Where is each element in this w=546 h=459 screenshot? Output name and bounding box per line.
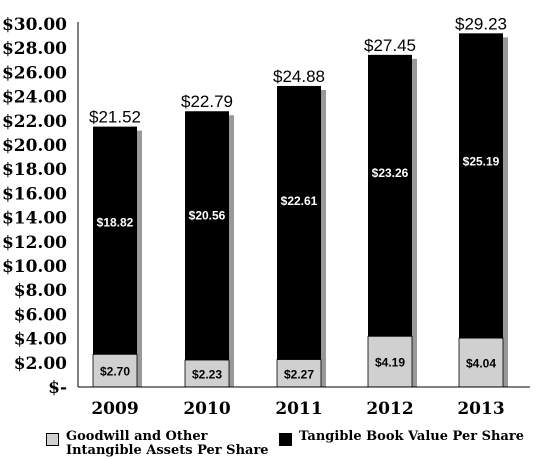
y-tick-label: $4.00 [14,330,67,350]
data-label-tangible: $18.82 [97,215,134,229]
y-tick-label: $8.00 [14,281,67,301]
bar-segment-tangible [459,33,503,339]
total-label: $29.23 [455,14,507,33]
data-label-goodwill: $4.19 [375,356,405,370]
y-tick-label: $22.00 [2,112,67,132]
bar-segment-tangible [368,54,412,337]
total-label: $22.79 [181,92,233,111]
y-tick-label: $10.00 [2,257,67,277]
total-label: $24.88 [273,67,325,86]
y-axis: $- $2.00 $4.00 $6.00 $8.00 $10.00 $12.00 $14.00… [2,15,79,398]
legend-swatch-goodwill [46,433,59,446]
data-label-tangible: $22.61 [281,194,318,208]
bar-segment-tangible [93,126,137,355]
bars [92,33,504,388]
total-labels: $21.52 $22.79 $24.88 $27.45 $29.23 [89,14,507,126]
x-axis: 2009 2010 2011 2012 2013 [78,386,530,419]
x-tick-label: 2013 [457,399,504,419]
y-tick-label: $14.00 [2,209,67,229]
x-tick-label: 2011 [275,399,322,419]
y-tick-label: $30.00 [2,15,67,35]
legend-label-tangible: Tangible Book Value Per Share [299,429,524,444]
data-label-goodwill: $2.27 [284,367,314,381]
bar-segment-tangible [185,111,229,361]
total-label: $21.52 [89,108,141,127]
data-label-tangible: $25.19 [463,154,500,168]
total-label: $27.45 [364,36,416,55]
x-tick-label: 2010 [183,399,230,419]
x-tick-label: 2009 [91,399,138,419]
legend-label-goodwill-line2: Intangible Assets Per Share [66,443,269,458]
y-tick-label: $18.00 [2,160,67,180]
y-tick-label: $16.00 [2,184,67,204]
y-tick-label: $2.00 [14,354,67,374]
y-tick-label: $20.00 [2,136,67,156]
data-label-goodwill: $2.70 [100,365,130,379]
y-tick-label: $- [48,378,67,398]
data-label-goodwill: $2.23 [192,368,222,382]
data-label-tangible: $23.26 [372,166,409,180]
data-label-tangible: $20.56 [189,209,226,223]
x-tick-label: 2012 [366,399,413,419]
legend-label-goodwill-line1: Goodwill and Other [66,429,208,444]
bar-segment-tangible [277,85,321,360]
legend-swatch-tangible [279,433,292,446]
y-tick-label: $28.00 [2,39,67,59]
y-tick-label: $12.00 [2,233,67,253]
bar-segment-goodwill [367,335,413,388]
segment-labels: $2.70 $18.82 $2.23 $20.56 $2.27 $22.61 $4.19 $2… [97,154,500,381]
y-tick-label: $24.00 [2,88,67,108]
bar-segment-goodwill [458,337,504,388]
data-label-goodwill: $4.04 [466,357,496,371]
y-tick-label: $6.00 [14,305,67,325]
y-tick-label: $26.00 [2,63,67,83]
